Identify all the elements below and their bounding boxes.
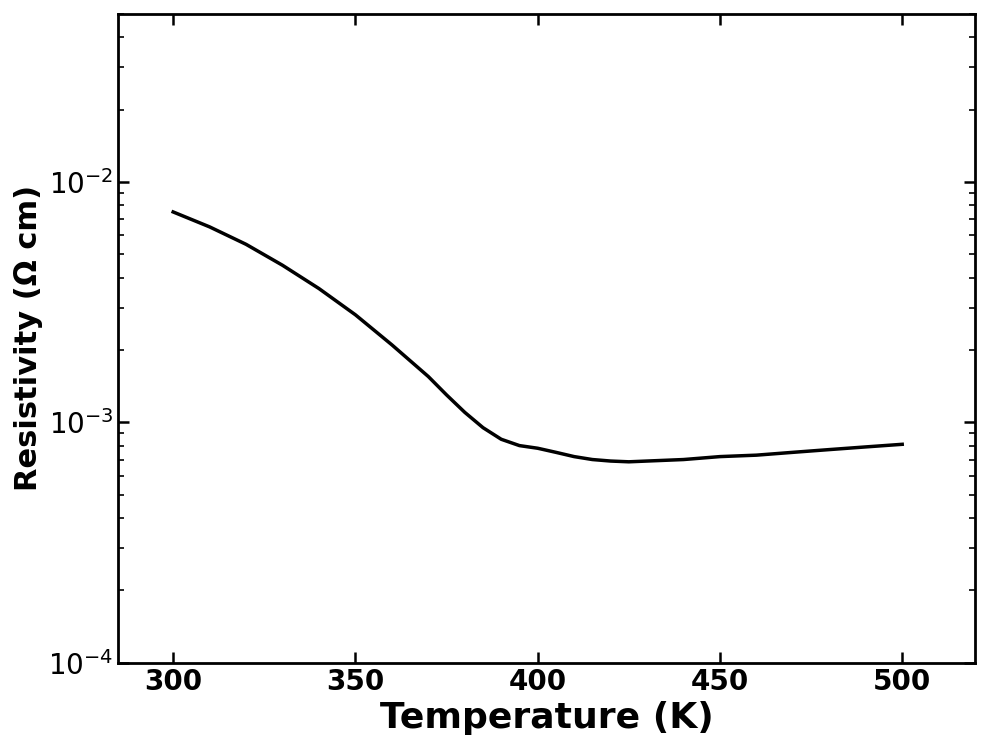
Y-axis label: Resistivity (Ω cm): Resistivity (Ω cm) (14, 185, 43, 491)
X-axis label: Temperature (K): Temperature (K) (380, 701, 714, 735)
